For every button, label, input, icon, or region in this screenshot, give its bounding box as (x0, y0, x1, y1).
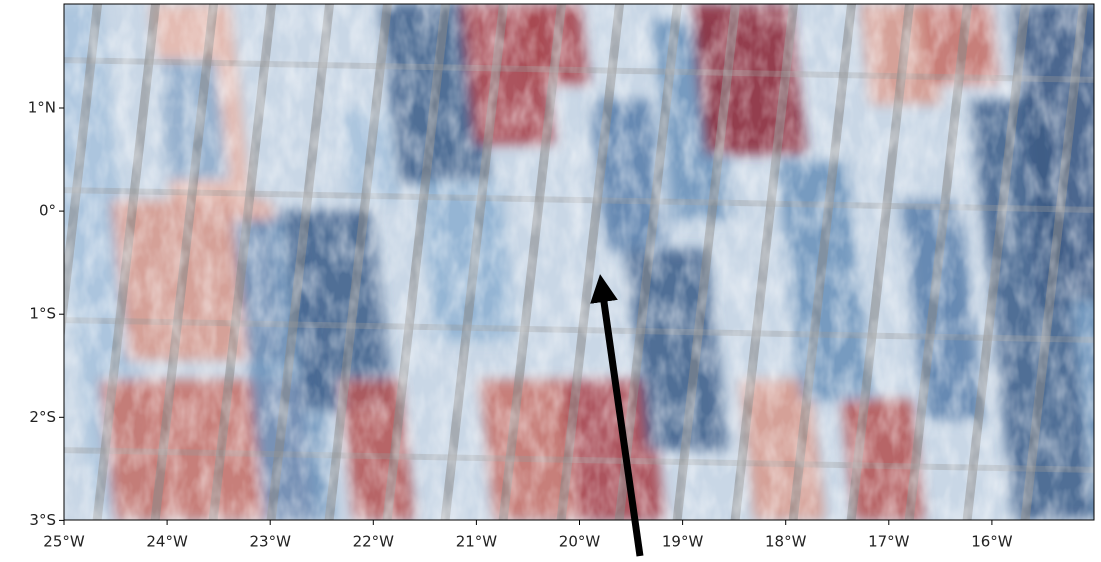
y-tick-label: 2°S (29, 408, 56, 426)
x-tick-label: 16°W (971, 533, 1013, 551)
x-tick-label: 19°W (662, 533, 704, 551)
y-tick-label: 1°N (28, 99, 56, 117)
x-tick-label: 21°W (456, 533, 498, 551)
map-figure: 1°N 0° 1°S 2°S 3°S 25°W 24°W 23°W 22°W 21°W 20°W 19… (0, 0, 1101, 562)
x-tick-label: 25°W (43, 533, 85, 551)
y-tick-label: 1°S (29, 305, 56, 323)
x-tick-label: 22°W (353, 533, 395, 551)
track (0, 0, 40, 530)
texture (64, 4, 1094, 520)
x-tick-label: 17°W (868, 533, 910, 551)
x-tick-label: 23°W (249, 533, 291, 551)
y-tick-label: 0° (39, 202, 56, 220)
x-tick-label: 20°W (559, 533, 601, 551)
x-tick-label: 18°W (765, 533, 807, 551)
x-tick-label: 24°W (146, 533, 188, 551)
page: 1°N 0° 1°S 2°S 3°S 25°W 24°W 23°W 22°W 21°W 20°W 19… (0, 0, 1101, 562)
anomaly-field (0, 0, 1101, 530)
y-tick-label: 3°S (29, 511, 56, 529)
